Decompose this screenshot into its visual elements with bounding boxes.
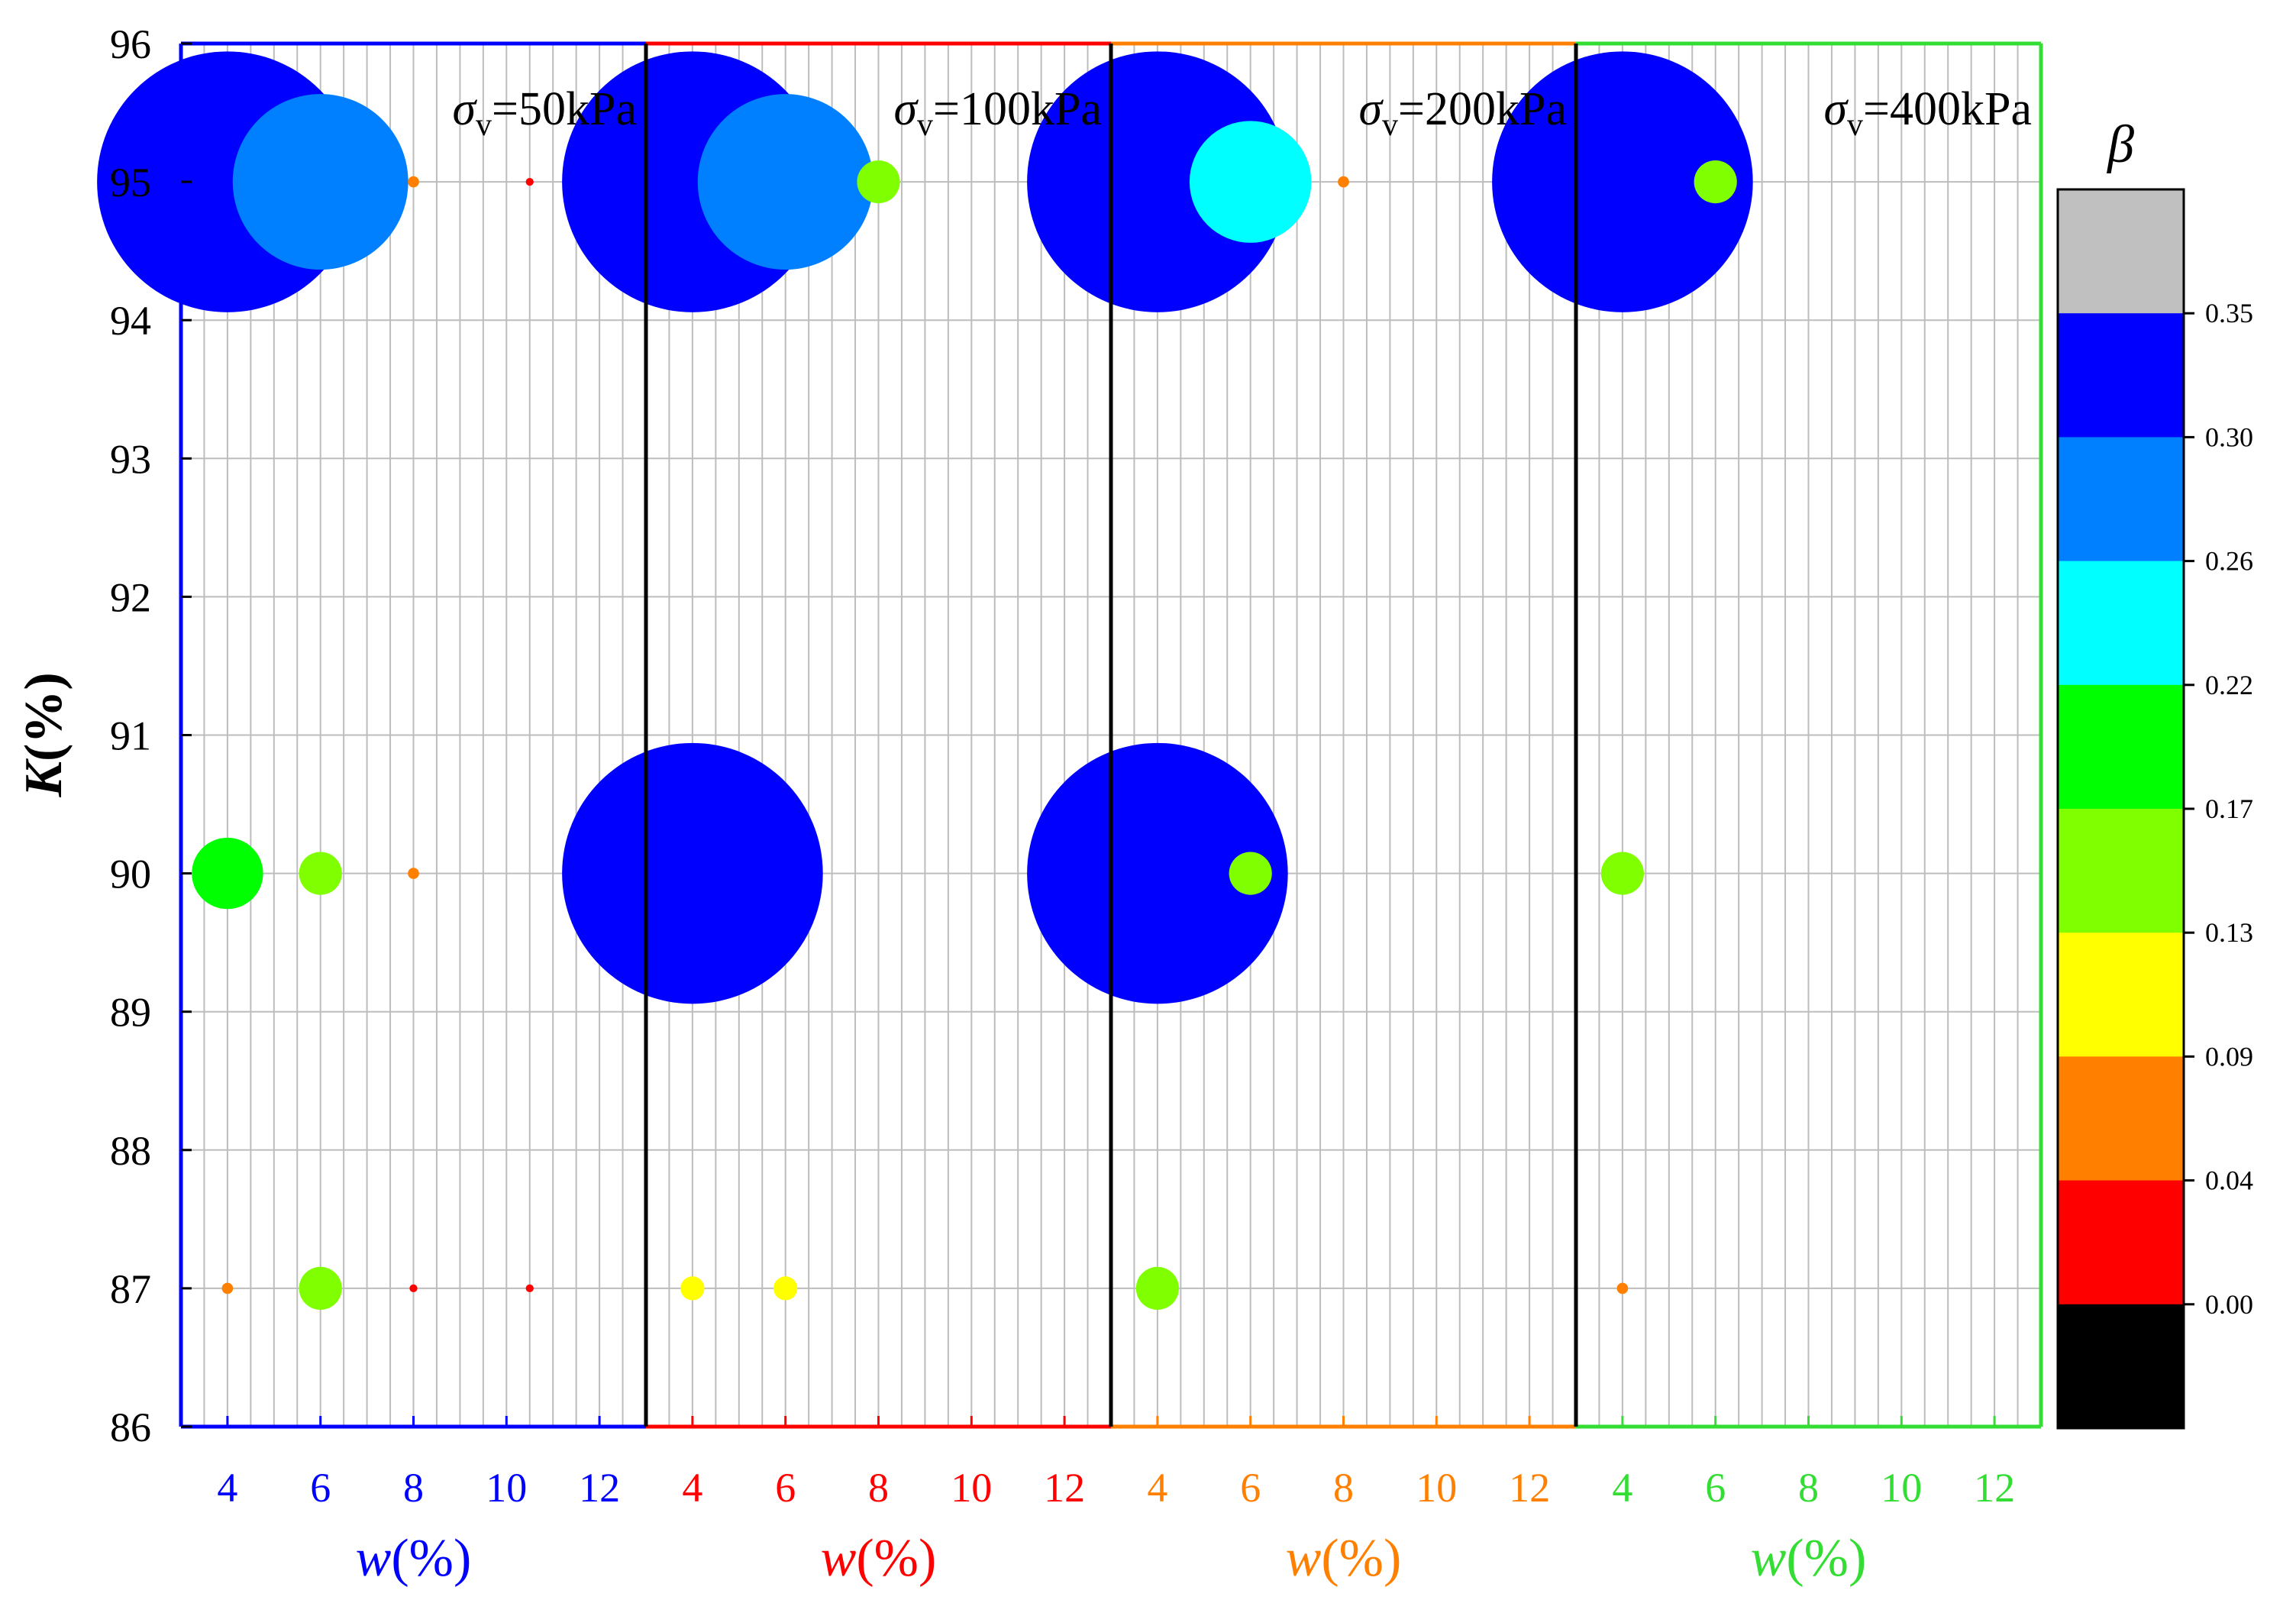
x-tick-label: 10 xyxy=(1416,1465,1457,1511)
colorbar-tick-label: 0.13 xyxy=(2205,917,2253,948)
x-axis-label: w(%) xyxy=(1751,1529,1867,1588)
y-axis: 86 87 88 89 90 91 92 93 94 95 96 K(%) xyxy=(15,21,192,1450)
bubble xyxy=(232,94,409,270)
bubble xyxy=(1492,51,1753,312)
colorbar-tick-label: 0.17 xyxy=(2205,794,2253,824)
bubble xyxy=(680,1276,705,1301)
colorbar-band xyxy=(2058,561,2184,686)
y-tick-label: 96 xyxy=(110,21,151,67)
x-axis-panel-4: 4 6 8 10 12 w(%) xyxy=(1612,1416,2015,1588)
bubble xyxy=(857,160,900,204)
colorbar-tick-label: 0.22 xyxy=(2205,670,2253,700)
x-tick-label: 10 xyxy=(1881,1465,1922,1511)
panel-title: σv=50kPa xyxy=(452,83,637,143)
x-tick-label: 8 xyxy=(1333,1465,1354,1511)
y-tick-label: 90 xyxy=(110,852,151,897)
colorbar-band xyxy=(2058,313,2184,438)
bubble xyxy=(299,1266,342,1310)
bubble xyxy=(408,176,419,188)
bubble xyxy=(1229,852,1272,895)
bubble xyxy=(1135,1266,1179,1310)
colorbar-band xyxy=(2058,1056,2184,1181)
x-axis-panel-3: 4 6 8 10 12 w(%) xyxy=(1147,1416,1550,1588)
colorbar-band xyxy=(2058,809,2184,933)
bubble xyxy=(562,742,823,1004)
colorbar-tick-label: 0.30 xyxy=(2205,422,2253,452)
y-tick-label: 87 xyxy=(110,1266,151,1312)
x-tick-label: 4 xyxy=(682,1465,702,1511)
colorbar-tick-label: 0.09 xyxy=(2205,1041,2253,1072)
x-tick-label: 8 xyxy=(1798,1465,1819,1511)
bubble xyxy=(525,177,534,186)
bubble xyxy=(773,1276,798,1301)
panel-title: σv=400kPa xyxy=(1823,83,2032,143)
x-tick-label: 12 xyxy=(1974,1465,2015,1511)
bubble xyxy=(408,868,419,879)
x-tick-label: 6 xyxy=(1705,1465,1726,1511)
colorbar-band xyxy=(2058,684,2184,810)
colorbar-tick-label: 0.04 xyxy=(2205,1165,2253,1196)
x-tick-label: 6 xyxy=(310,1465,331,1511)
colorbar: 0.35 0.30 0.26 0.22 0.17 0.13 0.09 0.04 0.00 β xyxy=(2056,115,2253,1430)
x-tick-label: 12 xyxy=(1044,1465,1085,1511)
panel-title: σv=100kPa xyxy=(893,83,1102,143)
bubble xyxy=(192,837,263,910)
bubble xyxy=(1694,160,1737,204)
x-tick-label: 8 xyxy=(403,1465,424,1511)
y-tick-label: 93 xyxy=(110,436,151,482)
x-axis-panel-2: 4 6 8 10 12 w(%) xyxy=(682,1416,1085,1588)
bubble xyxy=(1600,852,1644,895)
bubble xyxy=(221,1282,234,1295)
y-axis-label: K(%) xyxy=(15,672,73,797)
x-tick-label: 4 xyxy=(1612,1465,1632,1511)
colorbar-band xyxy=(2058,933,2184,1057)
bubble xyxy=(409,1284,418,1293)
x-tick-label: 4 xyxy=(217,1465,237,1511)
panel-bubbles-1 xyxy=(97,51,627,1310)
y-tick-label: 94 xyxy=(110,298,151,344)
bubble xyxy=(525,1284,534,1293)
x-tick-label: 6 xyxy=(1240,1465,1261,1511)
x-axis-label: w(%) xyxy=(1286,1529,1402,1588)
colorbar-tick-label: 0.00 xyxy=(2205,1289,2253,1320)
x-tick-label: 10 xyxy=(486,1465,527,1511)
x-tick-label: 12 xyxy=(1509,1465,1550,1511)
colorbar-band xyxy=(2058,1304,2184,1429)
x-axis-label: w(%) xyxy=(821,1529,937,1588)
x-tick-label: 12 xyxy=(579,1465,620,1511)
y-tick-label: 89 xyxy=(110,990,151,1036)
x-tick-label: 4 xyxy=(1147,1465,1167,1511)
x-tick-label: 8 xyxy=(868,1465,889,1511)
bubble xyxy=(1616,1282,1629,1295)
bubble xyxy=(1189,121,1312,243)
y-tick-label: 95 xyxy=(110,160,151,205)
bubble xyxy=(299,852,342,895)
bubble xyxy=(1338,176,1349,188)
y-tick-label: 86 xyxy=(110,1404,151,1450)
x-axis-label: w(%) xyxy=(356,1529,472,1588)
colorbar-band xyxy=(2058,189,2184,314)
panel-bubbles-4 xyxy=(1492,51,1753,1295)
colorbar-band xyxy=(2058,437,2184,562)
colorbar-tick-label: 0.35 xyxy=(2205,298,2253,328)
panel-bubbles-3 xyxy=(1027,51,1349,1310)
y-tick-label: 88 xyxy=(110,1128,151,1174)
x-tick-label: 6 xyxy=(775,1465,796,1511)
y-tick-label: 91 xyxy=(110,713,151,759)
colorbar-band xyxy=(2058,1180,2184,1305)
colorbar-label: β xyxy=(2106,115,2134,174)
x-axis-panel-1: 4 6 8 10 12 w(%) xyxy=(217,1416,620,1588)
bubble xyxy=(697,94,874,270)
bubble xyxy=(1027,742,1288,1004)
colorbar-tick-label: 0.26 xyxy=(2205,546,2253,577)
y-tick-label: 92 xyxy=(110,574,151,620)
bubble xyxy=(1027,51,1288,312)
x-tick-label: 10 xyxy=(951,1465,992,1511)
panel-title: σv=200kPa xyxy=(1358,83,1567,143)
panel-bubbles-2 xyxy=(562,51,1092,1301)
